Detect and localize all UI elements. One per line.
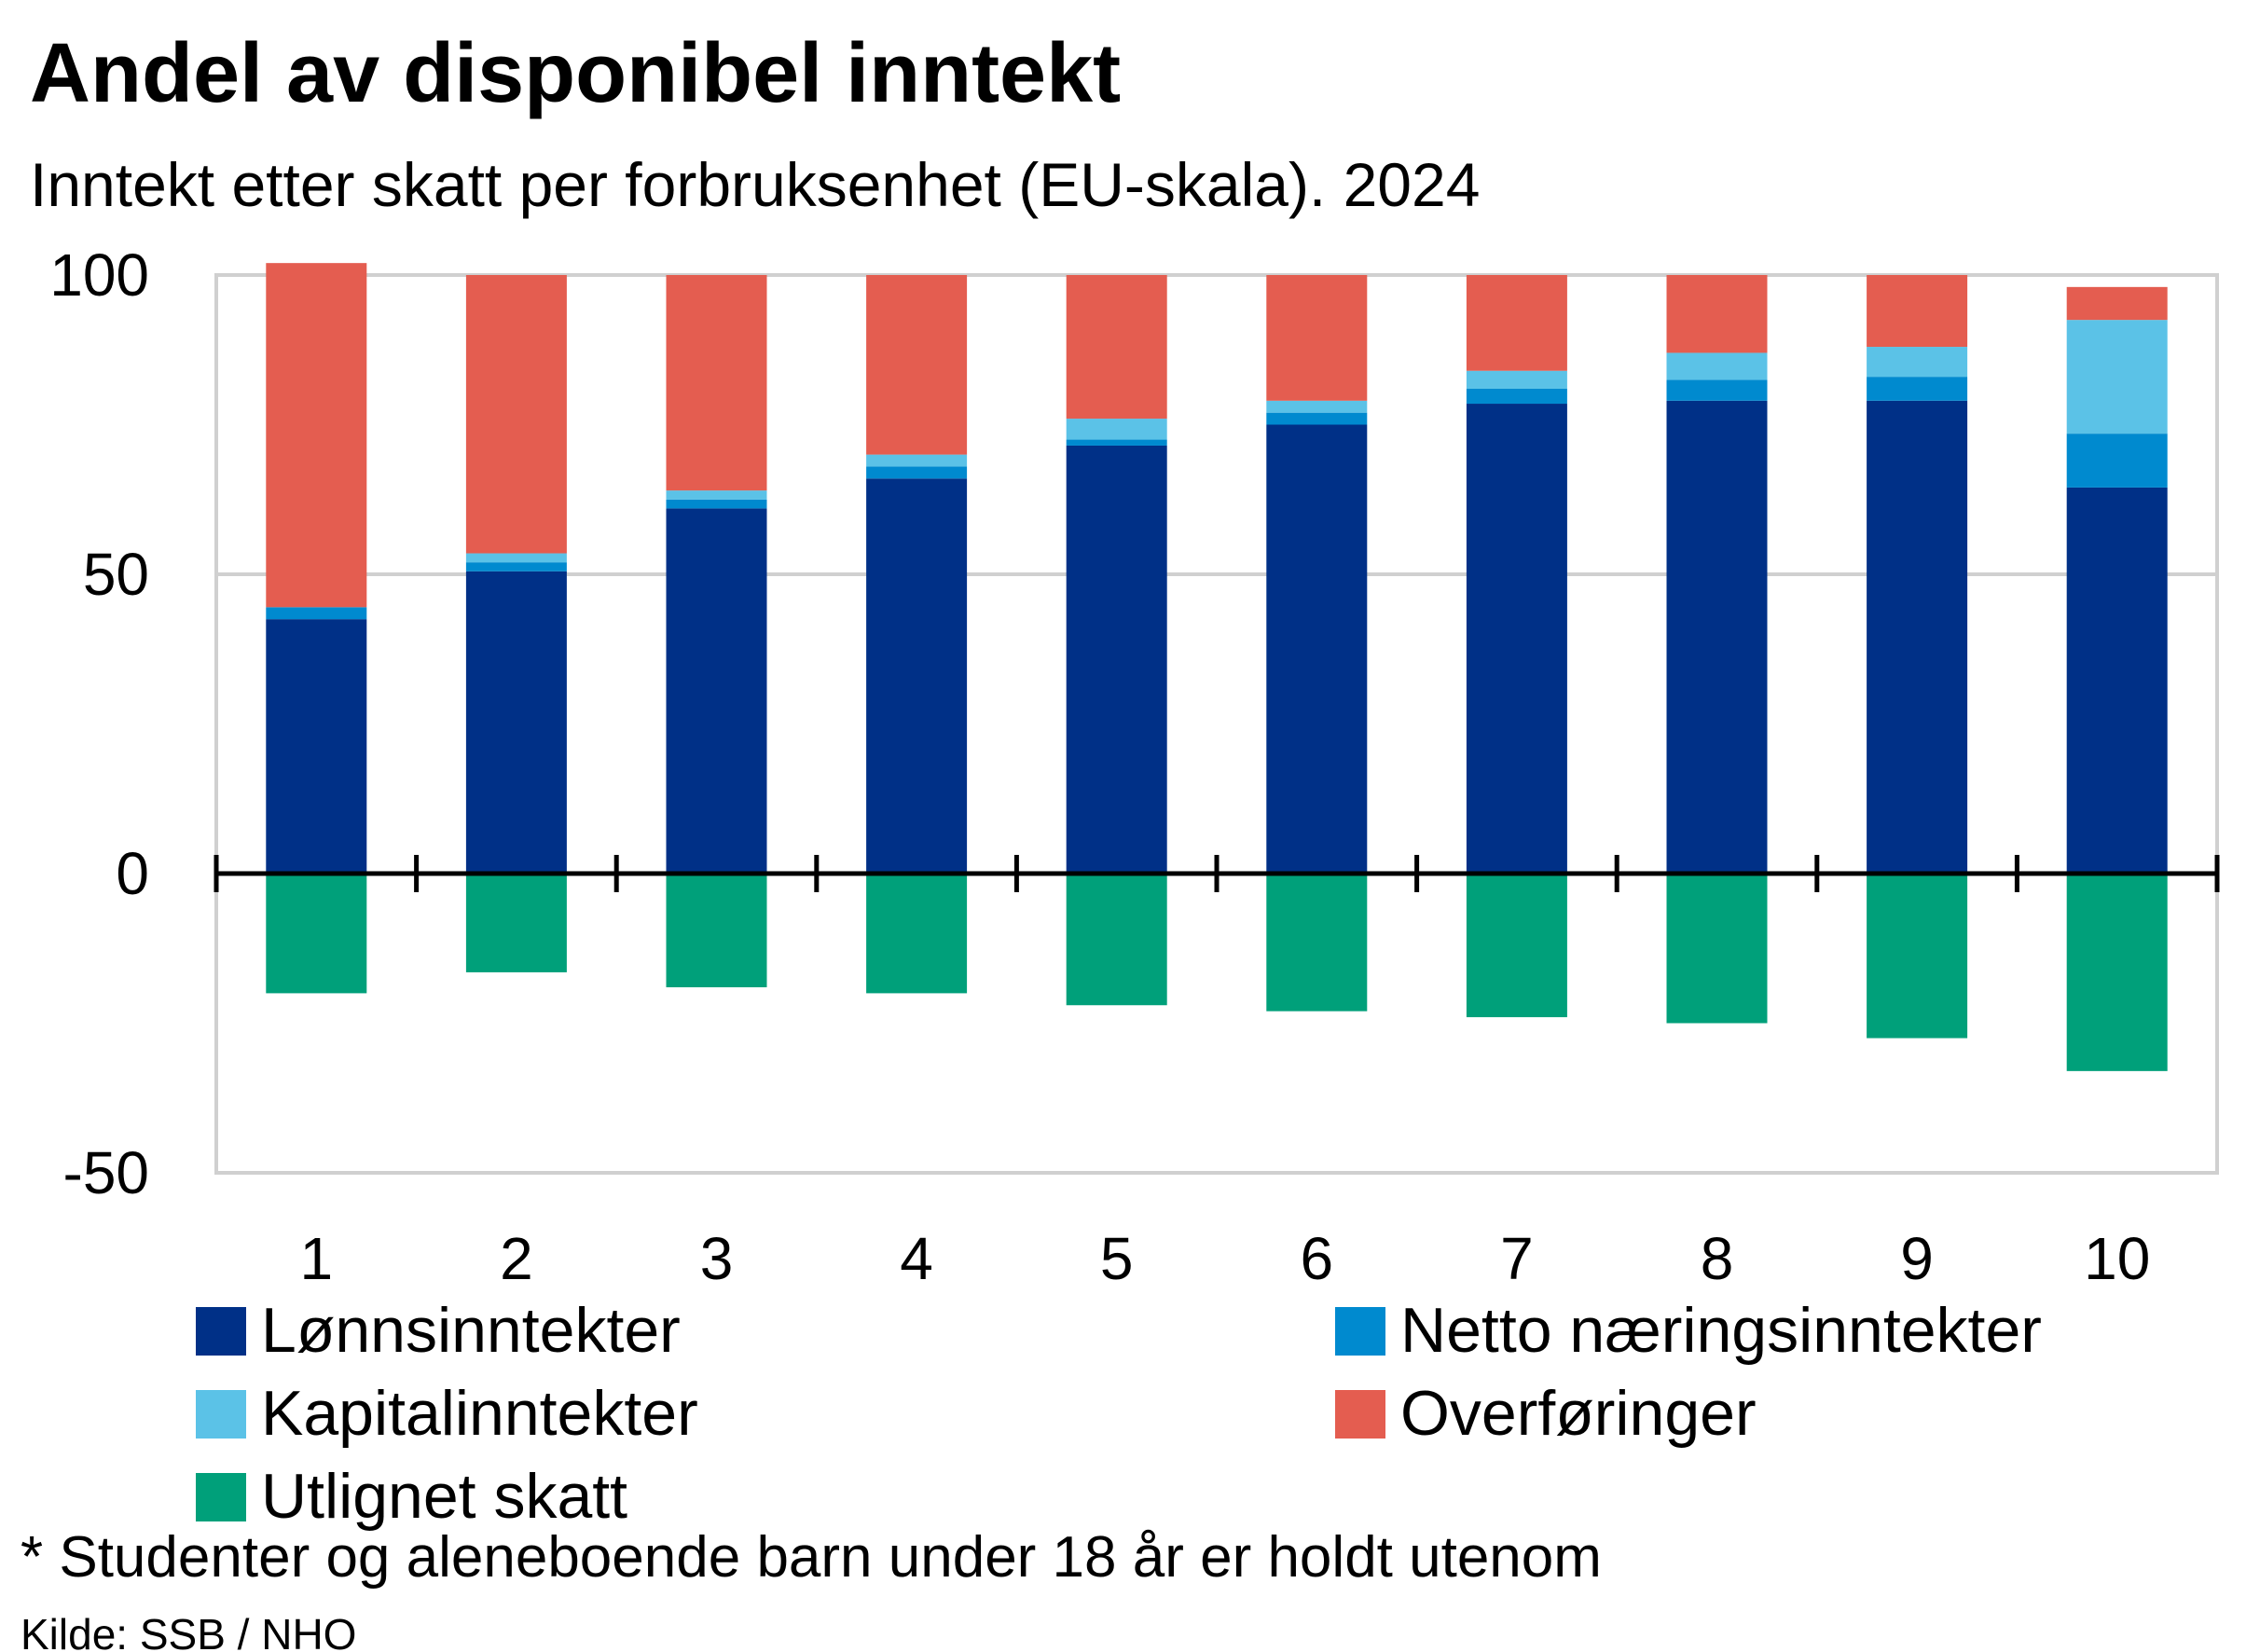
- bar-segment-netto-næringsinntekter: [465, 562, 567, 571]
- legend-swatch: [196, 1390, 246, 1439]
- legend-swatch: [196, 1473, 246, 1521]
- legend-label: Overføringer: [1400, 1378, 1757, 1449]
- bar-segment-utlignet-skatt: [1466, 874, 1567, 1018]
- bar-segment-overføringer: [1666, 275, 1768, 353]
- bar-segment-kapitalinntekter: [1666, 352, 1768, 380]
- bar-segment-netto-næringsinntekter: [666, 499, 767, 509]
- x-tick-label: 10: [2084, 1225, 2150, 1292]
- x-tick-label: 1: [300, 1225, 334, 1292]
- y-tick-label: 0: [116, 840, 149, 907]
- bar-segment-kapitalinntekter: [1466, 370, 1567, 389]
- source-note: Kilde: SSB / NHO: [21, 1610, 357, 1652]
- bar-segment-netto-næringsinntekter: [1666, 379, 1768, 401]
- bar-segment-utlignet-skatt: [1266, 874, 1368, 1012]
- bar-segment-utlignet-skatt: [1666, 874, 1768, 1024]
- x-tick-label: 2: [500, 1225, 533, 1292]
- x-tick-label: 4: [900, 1225, 933, 1292]
- bar-segment-kapitalinntekter: [1867, 347, 1968, 378]
- legend-swatch: [1335, 1390, 1385, 1439]
- bar-segment-overføringer: [465, 275, 567, 554]
- legend-label: Netto næringsinntekter: [1400, 1295, 2042, 1366]
- bar-segment-netto-næringsinntekter: [866, 466, 968, 479]
- footnote: * Studenter og aleneboende barn under 18…: [21, 1525, 1602, 1590]
- y-tick-label: -50: [63, 1139, 150, 1206]
- bar-segment-netto-næringsinntekter: [1266, 412, 1368, 425]
- bar-segment-lønnsinntekter: [465, 571, 567, 874]
- bar-segment-lønnsinntekter: [1466, 404, 1567, 874]
- y-tick-label: 100: [49, 241, 149, 309]
- bar-segment-overføringer: [666, 275, 767, 491]
- x-tick-label: 9: [1900, 1225, 1934, 1292]
- legend-swatch: [196, 1307, 246, 1356]
- bar-segment-kapitalinntekter: [866, 454, 968, 467]
- bar-segment-utlignet-skatt: [465, 874, 567, 972]
- x-tick-label: 7: [1500, 1225, 1534, 1292]
- bar-segment-lønnsinntekter: [1266, 424, 1368, 874]
- bar-segment-overføringer: [1266, 275, 1368, 401]
- bar-segment-lønnsinntekter: [1867, 400, 1968, 874]
- bar-segment-overføringer: [866, 275, 968, 455]
- bar-segment-overføringer: [1066, 275, 1167, 420]
- bar-segment-netto-næringsinntekter: [1466, 388, 1567, 405]
- y-tick-label: 50: [83, 541, 149, 608]
- bar-segment-netto-næringsinntekter: [2066, 434, 2168, 488]
- chart-subtitle: Inntekt etter skatt per forbruksenhet (E…: [30, 150, 1481, 219]
- plot-frame: [214, 273, 2219, 1175]
- bar-segment-kapitalinntekter: [1066, 419, 1167, 440]
- bar-segment-kapitalinntekter: [2066, 320, 2168, 434]
- bar-segment-kapitalinntekter: [465, 553, 567, 563]
- bar-segment-overføringer: [1466, 275, 1567, 371]
- bar-segment-lønnsinntekter: [866, 478, 968, 874]
- bar-segment-kapitalinntekter: [1266, 400, 1368, 413]
- bar-segment-utlignet-skatt: [666, 874, 767, 987]
- bar-segment-lønnsinntekter: [1066, 445, 1167, 874]
- x-tick-label: 6: [1301, 1225, 1334, 1292]
- legend-label: Lønnsinntekter: [261, 1295, 681, 1366]
- bar-segment-utlignet-skatt: [1867, 874, 1968, 1039]
- bar-segment-utlignet-skatt: [1066, 874, 1167, 1006]
- bar-segment-utlignet-skatt: [2066, 874, 2168, 1071]
- bar-segment-lønnsinntekter: [1666, 400, 1768, 874]
- bar-segment-lønnsinntekter: [266, 619, 367, 874]
- bar-segment-kapitalinntekter: [666, 490, 767, 500]
- bar-segment-overføringer: [2066, 286, 2168, 321]
- x-tick-label: 3: [700, 1225, 734, 1292]
- bar-segment-utlignet-skatt: [866, 874, 968, 994]
- bar-segment-netto-næringsinntekter: [266, 607, 367, 620]
- bar-segment-overføringer: [1867, 275, 1968, 348]
- bar-segment-overføringer: [266, 263, 367, 608]
- legend-label: Utlignet skatt: [261, 1461, 628, 1532]
- chart-title: Andel av disponibel inntekt: [30, 27, 1122, 120]
- bar-segment-lønnsinntekter: [666, 508, 767, 874]
- bar-segment-utlignet-skatt: [266, 874, 367, 994]
- bar-segment-netto-næringsinntekter: [1066, 439, 1167, 446]
- legend-swatch: [1335, 1307, 1385, 1356]
- bar-segment-netto-næringsinntekter: [1867, 377, 1968, 401]
- bar-segment-lønnsinntekter: [2066, 487, 2168, 874]
- legend-label: Kapitalinntekter: [261, 1378, 698, 1449]
- x-tick-label: 5: [1100, 1225, 1134, 1292]
- x-tick-label: 8: [1701, 1225, 1734, 1292]
